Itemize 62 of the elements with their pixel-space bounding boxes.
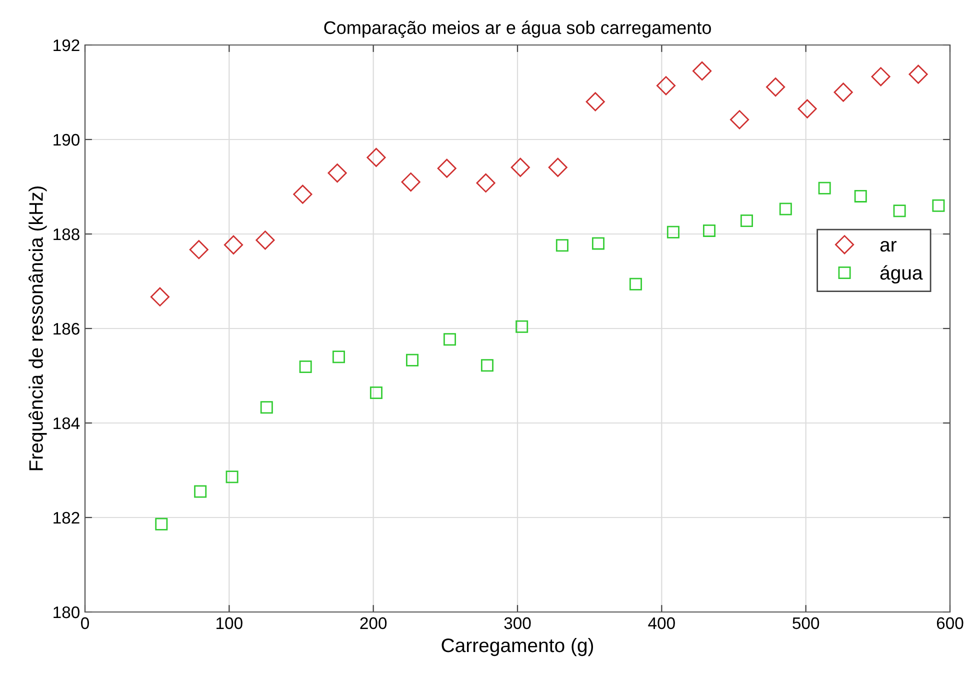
point — [592, 237, 604, 250]
point — [908, 64, 928, 84]
point — [299, 360, 312, 374]
chart-title: Comparação meios ar e água sob carregamento — [324, 20, 711, 38]
point — [548, 158, 568, 177]
point — [443, 333, 456, 346]
point — [586, 92, 605, 112]
point — [871, 67, 890, 86]
point — [656, 76, 676, 96]
y-tick-label: 192 — [54, 39, 80, 52]
y-tick-label: 188 — [54, 228, 80, 240]
point — [332, 350, 345, 364]
y-tick-label: 190 — [54, 134, 80, 146]
point — [189, 240, 208, 260]
point — [155, 518, 168, 530]
point — [692, 61, 712, 81]
point — [406, 354, 419, 366]
point — [893, 204, 906, 218]
point — [740, 214, 753, 228]
point — [702, 224, 716, 237]
point — [437, 158, 456, 178]
point — [401, 172, 420, 192]
x-tick-label: 500 — [792, 617, 820, 630]
point — [480, 359, 494, 372]
point — [293, 184, 312, 204]
point — [366, 148, 386, 167]
x-tick-label: 400 — [648, 617, 675, 630]
point — [556, 239, 568, 252]
point — [150, 287, 170, 306]
y-tick-label: 182 — [54, 512, 80, 524]
point — [328, 164, 347, 183]
x-tick-label: 300 — [504, 617, 531, 630]
point — [510, 158, 530, 177]
x-tick-label: 200 — [360, 617, 387, 630]
point — [779, 202, 792, 216]
point — [629, 278, 642, 290]
x-axis-title: Carregamento (g) — [442, 638, 594, 656]
x-tick-label: 0 — [81, 617, 89, 630]
legend-label: ar — [880, 240, 896, 252]
y-tick-label: 180 — [54, 606, 80, 618]
point — [798, 99, 817, 118]
point — [224, 235, 244, 254]
point — [818, 182, 831, 194]
legend-label: água — [880, 265, 923, 284]
y-tick-label: 186 — [54, 322, 80, 335]
point — [476, 173, 496, 193]
point — [516, 320, 528, 333]
point — [766, 78, 786, 97]
point — [194, 485, 207, 498]
point — [370, 386, 382, 400]
point — [260, 401, 273, 414]
point — [834, 82, 853, 102]
y-axis-title: Frequência de ressonância (kHz) — [28, 186, 47, 470]
x-tick-label: 100 — [216, 617, 242, 630]
x-tick-label: 600 — [936, 617, 964, 630]
point — [932, 199, 945, 212]
y-tick-label: 184 — [54, 417, 80, 430]
point — [256, 230, 275, 250]
point — [854, 190, 867, 202]
point — [666, 226, 680, 238]
point — [730, 110, 750, 130]
point — [226, 470, 238, 484]
